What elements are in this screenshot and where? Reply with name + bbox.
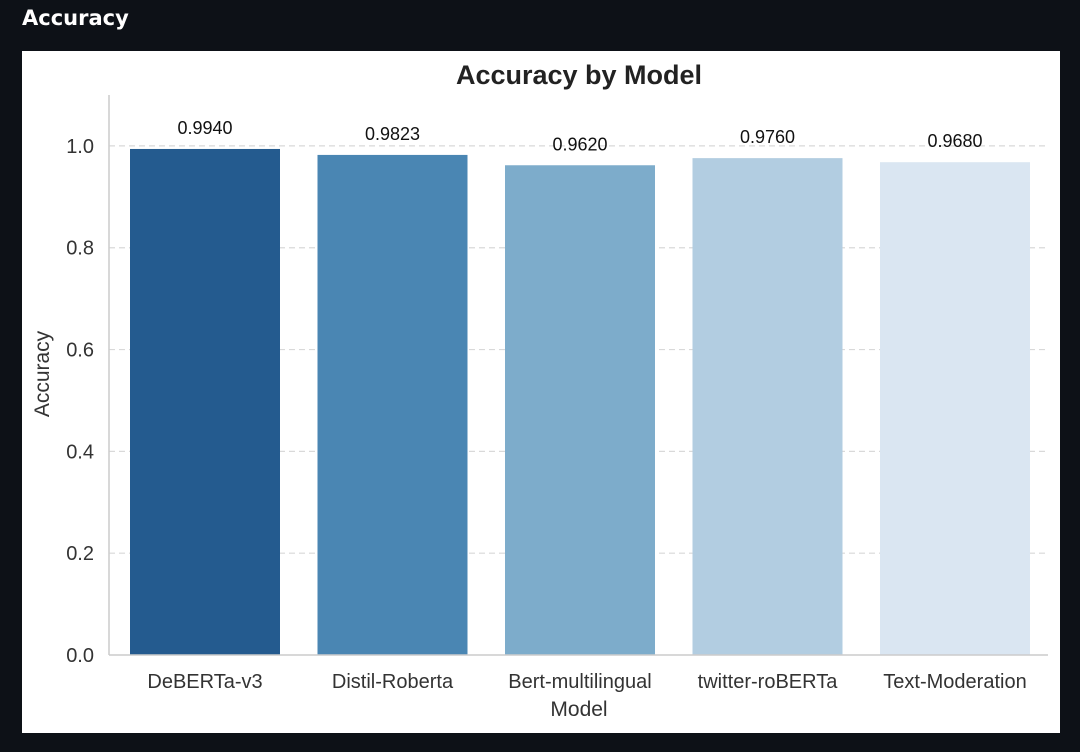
label-layer: 0.9940 0.9823 0.9620 0.9760 0.9680 [177, 118, 982, 154]
bar-value-label: 0.9760 [740, 127, 795, 147]
bar-value-label: 0.9680 [927, 131, 982, 151]
chart-title: Accuracy by Model [456, 60, 702, 90]
x-tick-label: Text-Moderation [883, 671, 1026, 693]
chart-panel: 0.0 0.2 0.4 0.6 0.8 1.0 DeBERTa-v3 Distil-Rober… [22, 51, 1060, 733]
y-tick-label: 0.8 [66, 238, 94, 260]
bar [692, 158, 843, 656]
bar-layer [130, 148, 1030, 656]
x-tick-label: Distil-Roberta [332, 671, 454, 693]
y-tick-label: 0.0 [66, 645, 94, 667]
y-tick-label: 0.4 [66, 441, 94, 463]
bar [317, 154, 468, 656]
page-title: Accuracy [22, 6, 129, 30]
y-tick-label: 0.6 [66, 340, 94, 362]
bar-value-label: 0.9620 [552, 134, 607, 154]
bar [130, 148, 280, 656]
y-tick-label: 1.0 [66, 136, 94, 158]
x-axis-label: Model [550, 698, 607, 721]
x-tick-label: twitter-roBERTa [698, 671, 839, 693]
bar [505, 165, 655, 655]
accuracy-bar-chart: 0.0 0.2 0.4 0.6 0.8 1.0 DeBERTa-v3 Distil-Rober… [31, 60, 1048, 721]
x-tick-label: DeBERTa-v3 [147, 671, 262, 693]
axis-layer: 0.0 0.2 0.4 0.6 0.8 1.0 DeBERTa-v3 Distil-Rober… [66, 95, 1048, 693]
bar-value-label: 0.9823 [365, 124, 420, 144]
bar [880, 162, 1030, 655]
bar-value-label: 0.9940 [177, 118, 232, 138]
y-axis-label: Accuracy [31, 330, 54, 417]
x-tick-label: Bert-multilingual [508, 671, 651, 693]
y-tick-label: 0.2 [66, 543, 94, 565]
